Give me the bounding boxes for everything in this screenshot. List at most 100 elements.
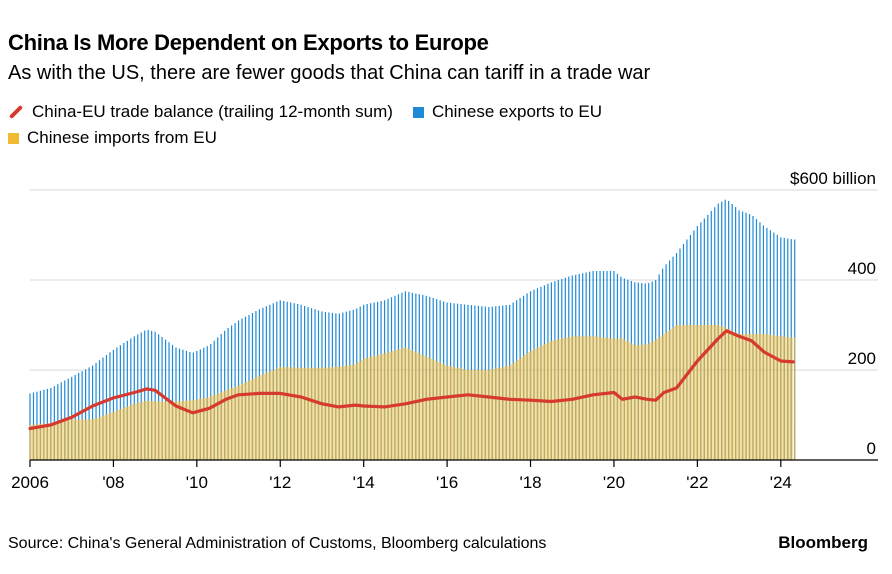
exports-bar [88,367,90,460]
imports-bar [731,330,733,460]
chart-plot: 0 200 400 $600 billion 2006 '08 '10 '12 '14 '16 '… [11,169,878,492]
imports-bar [641,344,643,460]
imports-bar [105,414,108,460]
x-tick-label: '22 [686,473,708,492]
chart-title: China Is More Dependent on Exports to Eu… [8,30,489,55]
imports-bar [696,325,698,460]
y-tick-label: 200 [848,349,876,368]
imports-bar [453,367,455,460]
imports-bar [735,332,737,460]
imports-bar [724,327,726,460]
imports-bar [126,406,128,460]
imports-bar [616,338,619,460]
exports-bar [158,334,160,460]
imports-bar [776,335,778,460]
imports-bar [199,398,201,460]
exports-bar [78,373,80,460]
imports-bar [474,370,476,460]
exports-bar [147,329,149,460]
y-tick-label: $600 billion [790,169,876,188]
imports-bar [748,334,751,460]
imports-bar [196,399,198,460]
imports-bar [446,365,448,460]
x-tick-label: '20 [603,473,625,492]
exports-bar [95,362,97,460]
imports-bar [762,334,765,460]
imports-bar [627,341,629,460]
imports-bar [175,401,177,460]
imports-bar [85,419,87,460]
y-tick-labels: 0 200 400 $600 billion [790,169,876,458]
legend-label-imports: Chinese imports from EU [27,128,217,147]
imports-bar [456,367,459,461]
imports-bar [630,343,632,460]
imports-bar [613,338,615,460]
balance-series-line [28,329,795,431]
imports-bar [314,367,316,461]
x-tick-label: '18 [519,473,541,492]
imports-bar [533,349,535,460]
imports-bar [741,334,744,460]
imports-bar [488,370,490,460]
legend-item-imports: Chinese imports from EU [8,128,217,148]
imports-bar [585,336,587,461]
imports-bar [512,363,514,460]
imports-bar [429,358,431,460]
imports-bar [436,361,438,460]
imports-bar [255,377,257,460]
imports-bar [290,367,292,460]
exports-bar [137,334,139,460]
imports-bar [411,350,413,460]
imports-bar [293,367,295,460]
imports-bar [147,400,149,460]
imports-bar [46,423,48,460]
imports-bar [794,337,796,460]
imports-bar [304,367,306,461]
imports-bar [182,400,184,460]
imports-bar [321,367,323,461]
imports-bar [151,401,153,460]
brand-logo: Bloomberg [778,533,868,552]
imports-bar [415,352,417,460]
exports-bar [109,352,111,460]
imports-bar [81,419,83,460]
exports-bar [161,337,163,460]
imports-bar [43,423,45,460]
imports-bar [262,374,264,460]
imports-bar [140,402,142,460]
imports-bar [36,424,38,460]
legend-item-exports: Chinese exports to EU [412,102,603,122]
imports-bar [335,367,337,460]
exports-bar [151,330,153,460]
imports-bar [241,384,243,460]
imports-bar [324,367,327,460]
imports-bar [297,367,299,460]
imports-bar [112,411,115,460]
imports-bar [502,367,504,460]
imports-bar [206,397,208,460]
imports-bar [693,325,695,460]
imports-bar [755,334,758,460]
imports-bar [467,370,469,460]
imports-bar [352,364,354,460]
imports-bar [717,325,719,460]
imports-bar [714,325,716,460]
imports-bar [272,369,274,460]
imports-bar [171,401,174,460]
exports-bar [140,332,142,460]
imports-bar [224,390,226,460]
imports-bar [331,367,334,460]
imports-bar [349,365,351,460]
imports-bar [498,367,500,461]
imports-bar [217,393,219,460]
imports-bar [123,407,125,460]
imports-bar [265,372,267,460]
imports-bar [144,401,146,460]
y-tick-label: 0 [867,439,876,458]
imports-bar [495,368,497,460]
imports-bar [269,371,271,460]
imports-bar [71,419,73,460]
legend-label-exports: Chinese exports to EU [431,102,603,121]
imports-bar [648,343,650,460]
exports-bar [91,365,94,460]
